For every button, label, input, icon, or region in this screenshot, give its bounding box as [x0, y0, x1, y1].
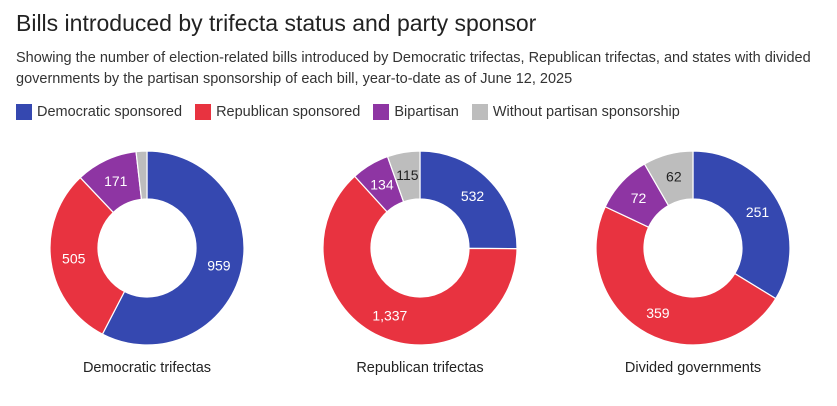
donut-slice-democratic-sponsored[interactable] — [101, 150, 245, 346]
legend-label-republican: Republican sponsored — [216, 104, 361, 120]
donut-slice-republican-sponsored[interactable] — [595, 205, 777, 346]
slice-value-label-democratic-sponsored: 251 — [746, 204, 770, 220]
donut-chart-republican-trifectas: 532 1,337 134 115 Republican trifectas — [320, 148, 520, 376]
slice-value-label-democratic-sponsored: 532 — [461, 188, 485, 204]
slice-value-label-bipartisan: 171 — [104, 173, 128, 189]
legend-item-republican[interactable]: Republican sponsored — [195, 104, 360, 120]
donut-chart-divided-governments: 251 359 72 62 Divided governments — [593, 148, 793, 376]
legend-swatch-bipartisan — [373, 104, 390, 120]
slice-value-label-without-partisan-sponsorship: 115 — [396, 167, 419, 183]
chart-label-divided-governments: Divided governments — [624, 360, 762, 376]
donut-slice-republican-sponsored[interactable] — [49, 176, 126, 335]
legend-item-democratic[interactable]: Democratic sponsored — [16, 104, 182, 120]
donut-slice-democratic-sponsored[interactable] — [419, 150, 518, 250]
legend-swatch-republican — [195, 104, 212, 120]
chart-label-democratic-trifectas: Democratic trifectas — [82, 360, 212, 376]
donut-svg-divided-governments: 251 359 72 62 — [595, 150, 791, 346]
donut-slice-without-partisan-sponsorship[interactable] — [135, 150, 148, 200]
slice-value-label-republican-sponsored: 1,337 — [372, 308, 407, 324]
legend-label-nonpartisan: Without partisan sponsorship — [492, 104, 680, 120]
legend: Democratic sponsored Republican sponsore… — [16, 104, 693, 120]
donut-slice-without-partisan-sponsorship[interactable] — [643, 150, 694, 207]
legend-label-democratic: Democratic sponsored — [37, 104, 183, 120]
donut-slice-without-partisan-sponsorship[interactable] — [386, 150, 421, 203]
slice-value-label-without-partisan-sponsorship: 62 — [666, 169, 682, 185]
donut-slice-democratic-sponsored[interactable] — [692, 150, 791, 300]
chart-title: Bills introduced by trifecta status and … — [16, 10, 537, 36]
slice-value-label-bipartisan: 72 — [631, 190, 647, 206]
legend-label-bipartisan: Bipartisan — [394, 104, 459, 120]
legend-swatch-nonpartisan — [471, 104, 488, 120]
donut-slice-republican-sponsored[interactable] — [322, 175, 518, 346]
legend-swatch-democratic — [16, 104, 32, 120]
slice-value-label-bipartisan: 134 — [370, 177, 394, 193]
chart-subtitle: Showing the number of election-related b… — [16, 50, 811, 87]
slice-value-label-republican-sponsored: 359 — [646, 305, 670, 321]
slice-value-label-democratic-sponsored: 959 — [207, 257, 231, 273]
legend-item-nonpartisan[interactable]: Without partisan sponsorship — [471, 104, 680, 120]
donut-svg-democratic-trifectas: 959 505 171 — [49, 150, 245, 346]
legend-item-bipartisan[interactable]: Bipartisan — [373, 104, 459, 120]
slice-value-label-republican-sponsored: 505 — [62, 250, 86, 266]
donut-chart-democratic-trifectas: 959 505 171 Democratic trifectas — [47, 148, 247, 376]
chart-label-republican-trifectas: Republican trifectas — [356, 360, 484, 376]
